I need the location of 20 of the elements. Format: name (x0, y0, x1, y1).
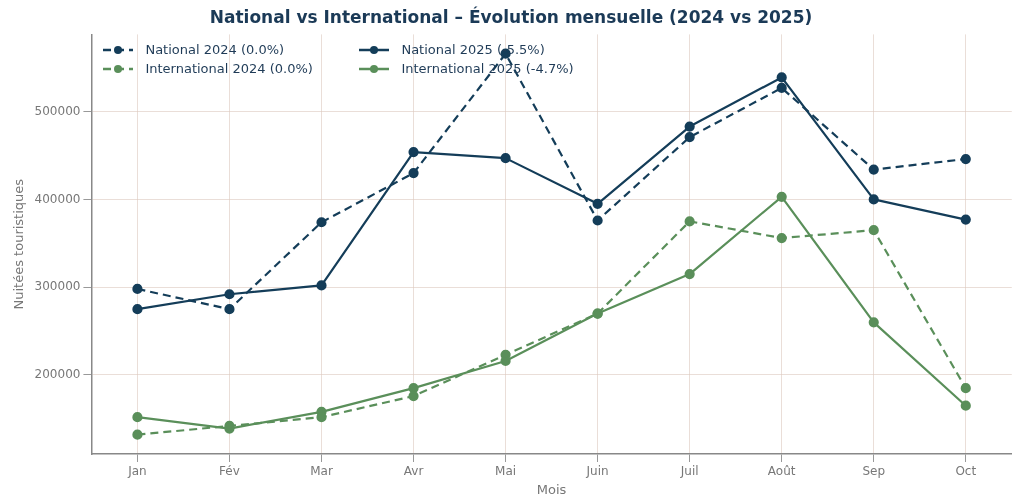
x-tick-label: Avr (403, 464, 424, 479)
x-tick-label: Oct (955, 464, 977, 479)
x-tick-label: Mai (495, 464, 517, 479)
x-tick-label: Juin (585, 464, 609, 479)
x-tick-label: Août (767, 464, 796, 479)
x-tick-label: Juil (679, 464, 699, 479)
legend-label: National 2024 (0.0%) (145, 42, 285, 58)
x-tick-label: Mar (310, 464, 333, 479)
x-tick-label: Fév (219, 464, 240, 479)
y-tick-label: 400000 (34, 191, 81, 206)
x-tick-label: Jan (127, 464, 147, 479)
y-tick-label: 500000 (34, 103, 81, 118)
y-tick-label: 300000 (34, 279, 81, 294)
x-axis-title: Mois (536, 481, 567, 497)
y-tick-label: 200000 (34, 367, 81, 382)
chart-title: National vs International – Évolution mensuelle (2024 vs 2025) (209, 5, 813, 27)
legend-label: National 2025 (-5.5%) (401, 42, 545, 58)
legend-label: International 2024 (0.0%) (145, 61, 313, 77)
x-tick-label: Sep (862, 464, 886, 479)
y-axis-title: Nuitées touristiques (11, 178, 27, 310)
